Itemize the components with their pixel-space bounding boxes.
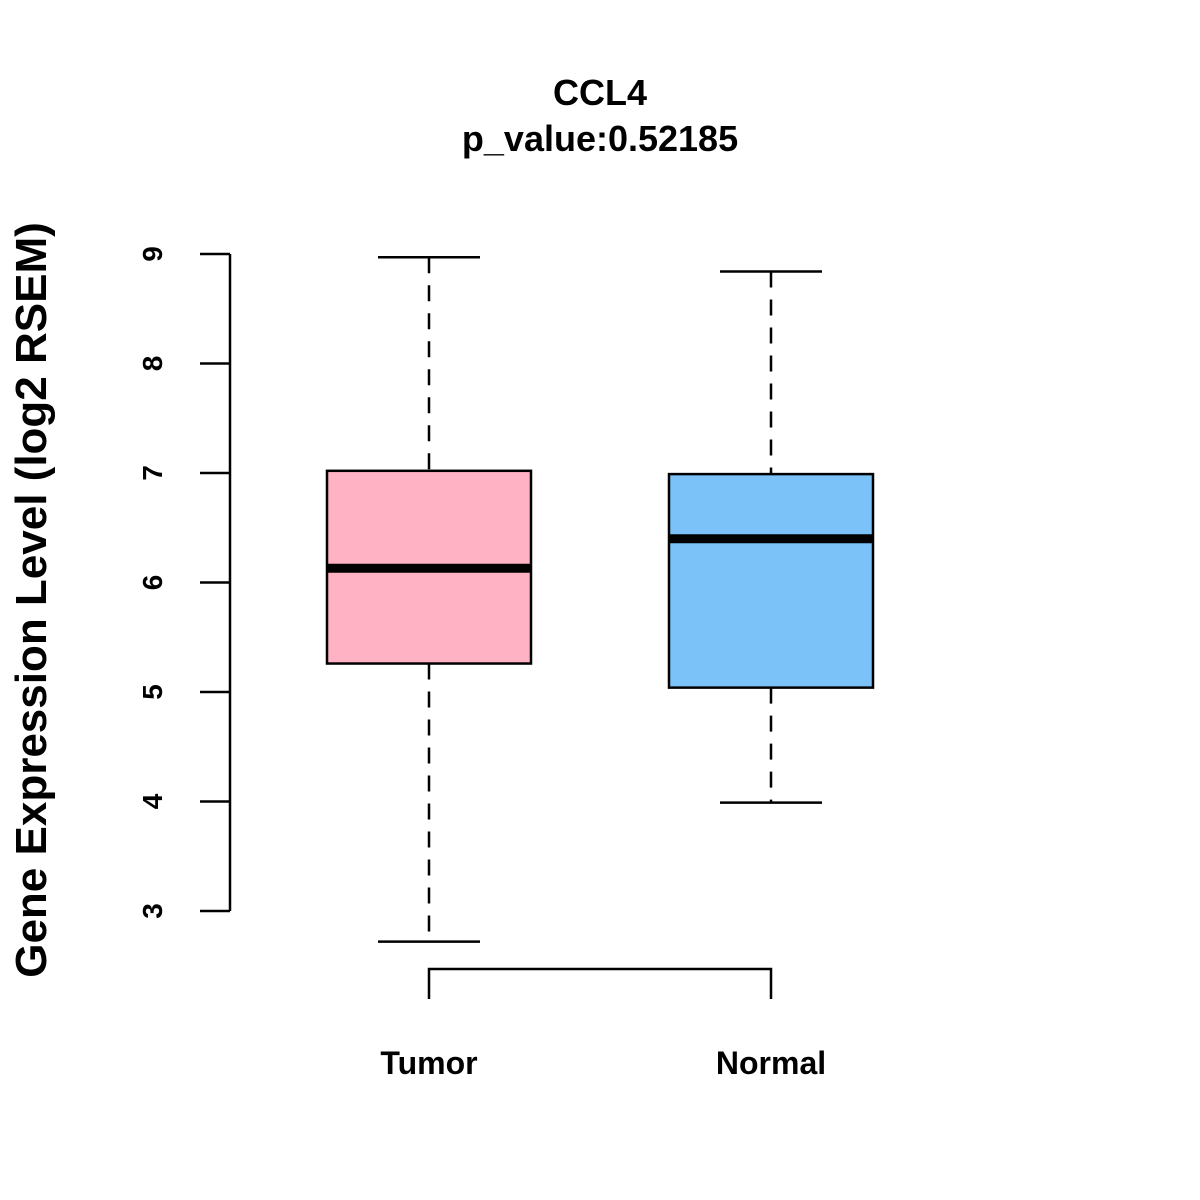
y-tick-label: 9 [137, 246, 168, 262]
chart-subtitle: p_value:0.52185 [462, 118, 738, 159]
y-tick-label: 5 [137, 684, 168, 700]
boxes-layer [325, 256, 875, 943]
y-tick-label: 4 [137, 793, 168, 809]
chart-title: CCL4 [553, 72, 647, 113]
y-tick-label: 7 [137, 465, 168, 481]
bracket-line [427, 967, 773, 999]
y-tick-label: 6 [137, 575, 168, 591]
x-label-tumor: Tumor [380, 1045, 477, 1081]
y-axis-label: Gene Expression Level (log2 RSEM) [7, 222, 56, 978]
comparison-bracket [427, 967, 773, 999]
y-axis: 3 4 5 6 7 8 9 [137, 246, 232, 919]
x-label-normal: Normal [716, 1045, 826, 1081]
box-normal [667, 270, 875, 804]
y-tick-label: 8 [137, 356, 168, 372]
x-axis-labels: Tumor Normal [380, 1045, 826, 1081]
iqr-box [667, 472, 875, 689]
y-tick-label: 3 [137, 903, 168, 919]
box-tumor [325, 256, 533, 943]
